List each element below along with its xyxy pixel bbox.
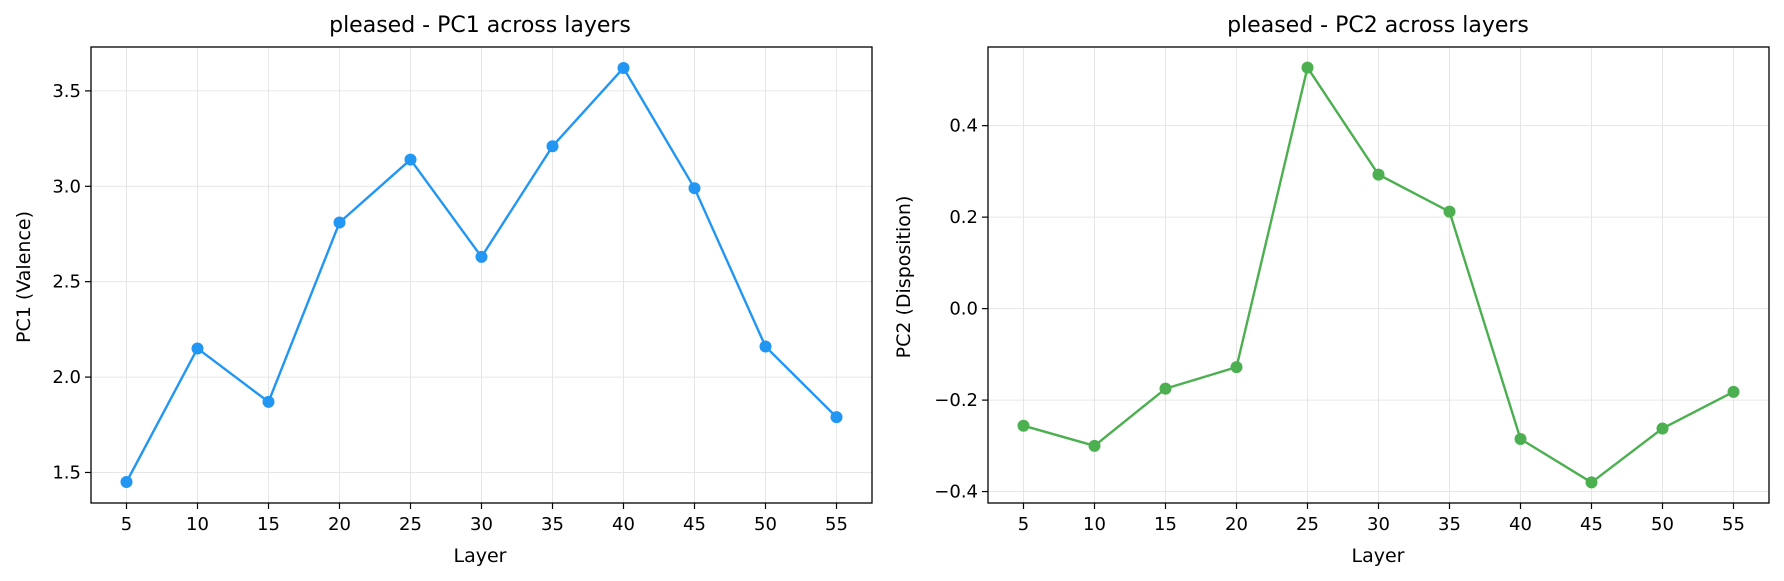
data-point <box>1017 419 1030 432</box>
x-tick-label: 55 <box>825 514 848 535</box>
plot-frame <box>90 46 873 504</box>
data-point <box>1443 205 1456 218</box>
x-tick-label: 35 <box>1438 514 1461 535</box>
data-point <box>688 182 701 195</box>
data-point <box>333 216 346 229</box>
y-tick-label: 3.0 <box>52 176 81 197</box>
x-axis-label: Layer <box>1352 545 1405 567</box>
y-tick-label: 0.0 <box>949 299 978 320</box>
data-point <box>475 250 488 263</box>
y-axis-label: PC2 (Disposition) <box>893 196 915 359</box>
x-tick-label: 15 <box>257 514 280 535</box>
y-axis-label: PC1 (Valence) <box>13 211 35 343</box>
x-tick-label: 50 <box>754 514 777 535</box>
data-point <box>1514 432 1527 445</box>
data-point <box>1301 61 1314 74</box>
x-tick-label: 30 <box>470 514 493 535</box>
x-tick-label: 10 <box>186 514 209 535</box>
x-tick-label: 20 <box>1225 514 1248 535</box>
data-point <box>1230 361 1243 374</box>
x-tick-label: 25 <box>1296 514 1319 535</box>
data-point <box>1656 422 1669 435</box>
x-tick-label: 25 <box>399 514 422 535</box>
x-tick-label: 40 <box>612 514 635 535</box>
x-tick-label: 15 <box>1154 514 1177 535</box>
y-tick-label: 1.5 <box>52 462 81 483</box>
y-tick-label: 3.5 <box>52 81 81 102</box>
chart-title: pleased - PC1 across layers <box>329 13 631 38</box>
y-tick-label: 0.2 <box>949 207 978 228</box>
x-tick-label: 55 <box>1722 514 1745 535</box>
y-tick-label: −0.2 <box>934 390 978 411</box>
chart-pc2: pleased - PC2 across layers Layer PC2 (D… <box>893 13 1770 567</box>
data-point <box>759 340 772 353</box>
y-tick-label: 2.5 <box>52 272 81 293</box>
plot-frame <box>987 46 1770 504</box>
data-point <box>1585 476 1598 489</box>
x-tick-label: 50 <box>1651 514 1674 535</box>
x-tick-label: 5 <box>1018 514 1029 535</box>
x-tick-label: 45 <box>1580 514 1603 535</box>
y-tick-label: −0.4 <box>934 482 978 503</box>
data-point <box>262 395 275 408</box>
x-tick-label: 40 <box>1509 514 1532 535</box>
x-axis-label: Layer <box>454 545 507 567</box>
x-tick-label: 45 <box>683 514 706 535</box>
x-tick-label: 30 <box>1367 514 1390 535</box>
x-tick-label: 5 <box>121 514 132 535</box>
x-tick-label: 10 <box>1083 514 1106 535</box>
data-point <box>191 342 204 355</box>
chart-title: pleased - PC2 across layers <box>1227 13 1529 38</box>
data-point <box>1088 439 1101 452</box>
data-point <box>1727 385 1740 398</box>
data-point <box>830 411 843 424</box>
data-point <box>546 140 559 153</box>
data-point <box>617 61 630 74</box>
data-point <box>120 476 133 489</box>
x-tick-label: 35 <box>541 514 564 535</box>
data-point <box>1372 168 1385 181</box>
x-tick-label: 20 <box>328 514 351 535</box>
chart-pc1: pleased - PC1 across layers Layer PC1 (V… <box>13 13 873 567</box>
data-point <box>404 153 417 166</box>
y-tick-label: 0.4 <box>949 116 978 137</box>
y-tick-label: 2.0 <box>52 367 81 388</box>
data-point <box>1159 382 1172 395</box>
